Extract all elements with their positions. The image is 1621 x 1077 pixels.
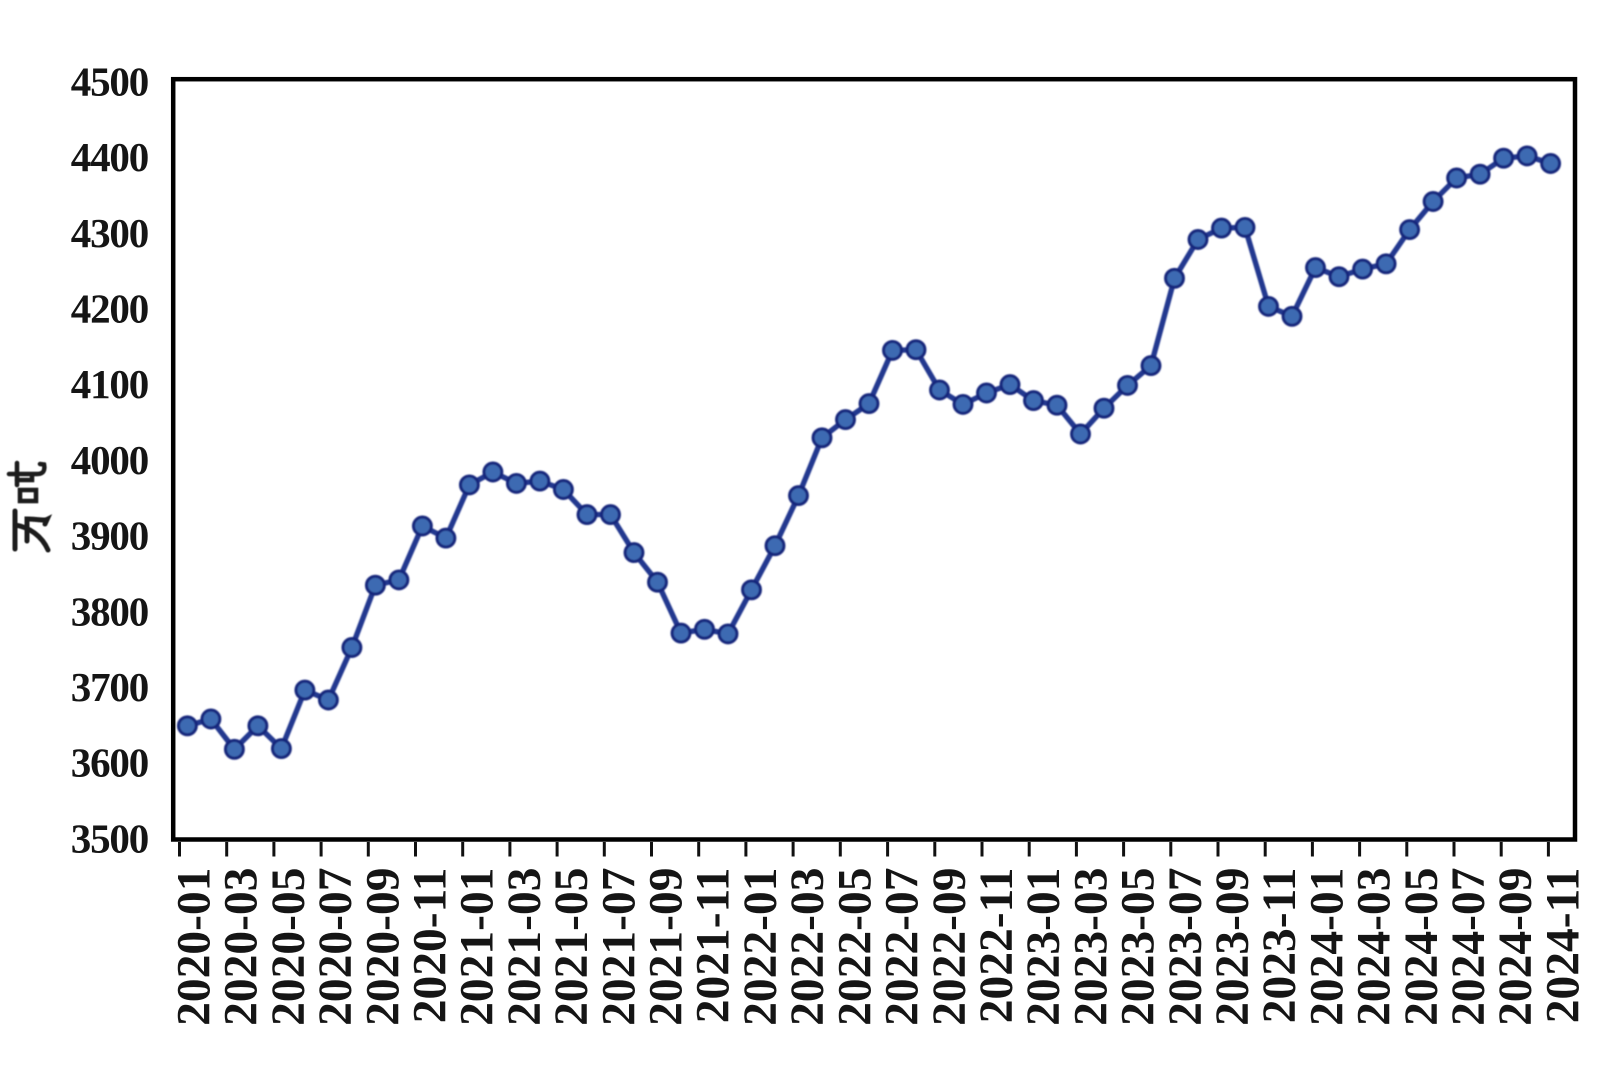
svg-text:2021-09: 2021-09 (641, 868, 693, 1026)
svg-text:2020-11: 2020-11 (405, 868, 457, 1024)
svg-text:2023-05: 2023-05 (1113, 868, 1165, 1026)
svg-text:4400: 4400 (71, 134, 148, 180)
svg-text:2024-07: 2024-07 (1443, 868, 1495, 1026)
svg-text:2020-05: 2020-05 (263, 868, 315, 1026)
svg-text:2023-11: 2023-11 (1254, 868, 1306, 1024)
svg-text:2021-05: 2021-05 (546, 868, 598, 1026)
svg-text:3600: 3600 (71, 740, 148, 786)
svg-text:3800: 3800 (71, 588, 148, 634)
svg-text:2021-07: 2021-07 (593, 868, 645, 1026)
svg-text:2023-09: 2023-09 (1207, 868, 1259, 1026)
svg-text:2024-01: 2024-01 (1301, 868, 1353, 1026)
svg-text:2024-09: 2024-09 (1490, 868, 1542, 1026)
svg-text:2023-01: 2023-01 (1018, 868, 1070, 1026)
svg-text:2022-03: 2022-03 (782, 868, 834, 1026)
svg-text:2021-03: 2021-03 (499, 868, 551, 1026)
svg-text:2020-03: 2020-03 (216, 868, 268, 1026)
svg-text:2022-05: 2022-05 (829, 868, 881, 1026)
svg-text:2022-09: 2022-09 (924, 868, 976, 1026)
svg-text:4300: 4300 (71, 210, 148, 256)
svg-text:2020-01: 2020-01 (169, 868, 221, 1026)
svg-text:2021-11: 2021-11 (688, 868, 740, 1024)
svg-text:4100: 4100 (71, 361, 148, 407)
svg-text:2022-07: 2022-07 (877, 868, 929, 1026)
svg-text:2020-07: 2020-07 (310, 868, 362, 1026)
svg-text:2024-05: 2024-05 (1396, 868, 1448, 1026)
svg-text:3700: 3700 (71, 664, 148, 710)
svg-text:4000: 4000 (71, 437, 148, 483)
svg-text:2023-03: 2023-03 (1065, 868, 1117, 1026)
svg-text:2024-03: 2024-03 (1349, 868, 1401, 1026)
svg-text:2023-07: 2023-07 (1160, 868, 1212, 1026)
svg-text:2022-11: 2022-11 (971, 868, 1023, 1024)
svg-text:3900: 3900 (71, 513, 148, 559)
svg-text:4200: 4200 (71, 286, 148, 332)
svg-text:2020-09: 2020-09 (357, 868, 409, 1026)
svg-text:2024-11: 2024-11 (1537, 868, 1589, 1024)
svg-text:4500: 4500 (71, 58, 148, 104)
svg-text:2022-01: 2022-01 (735, 868, 787, 1026)
svg-text:2021-01: 2021-01 (452, 868, 504, 1026)
svg-text:3500: 3500 (71, 815, 148, 861)
